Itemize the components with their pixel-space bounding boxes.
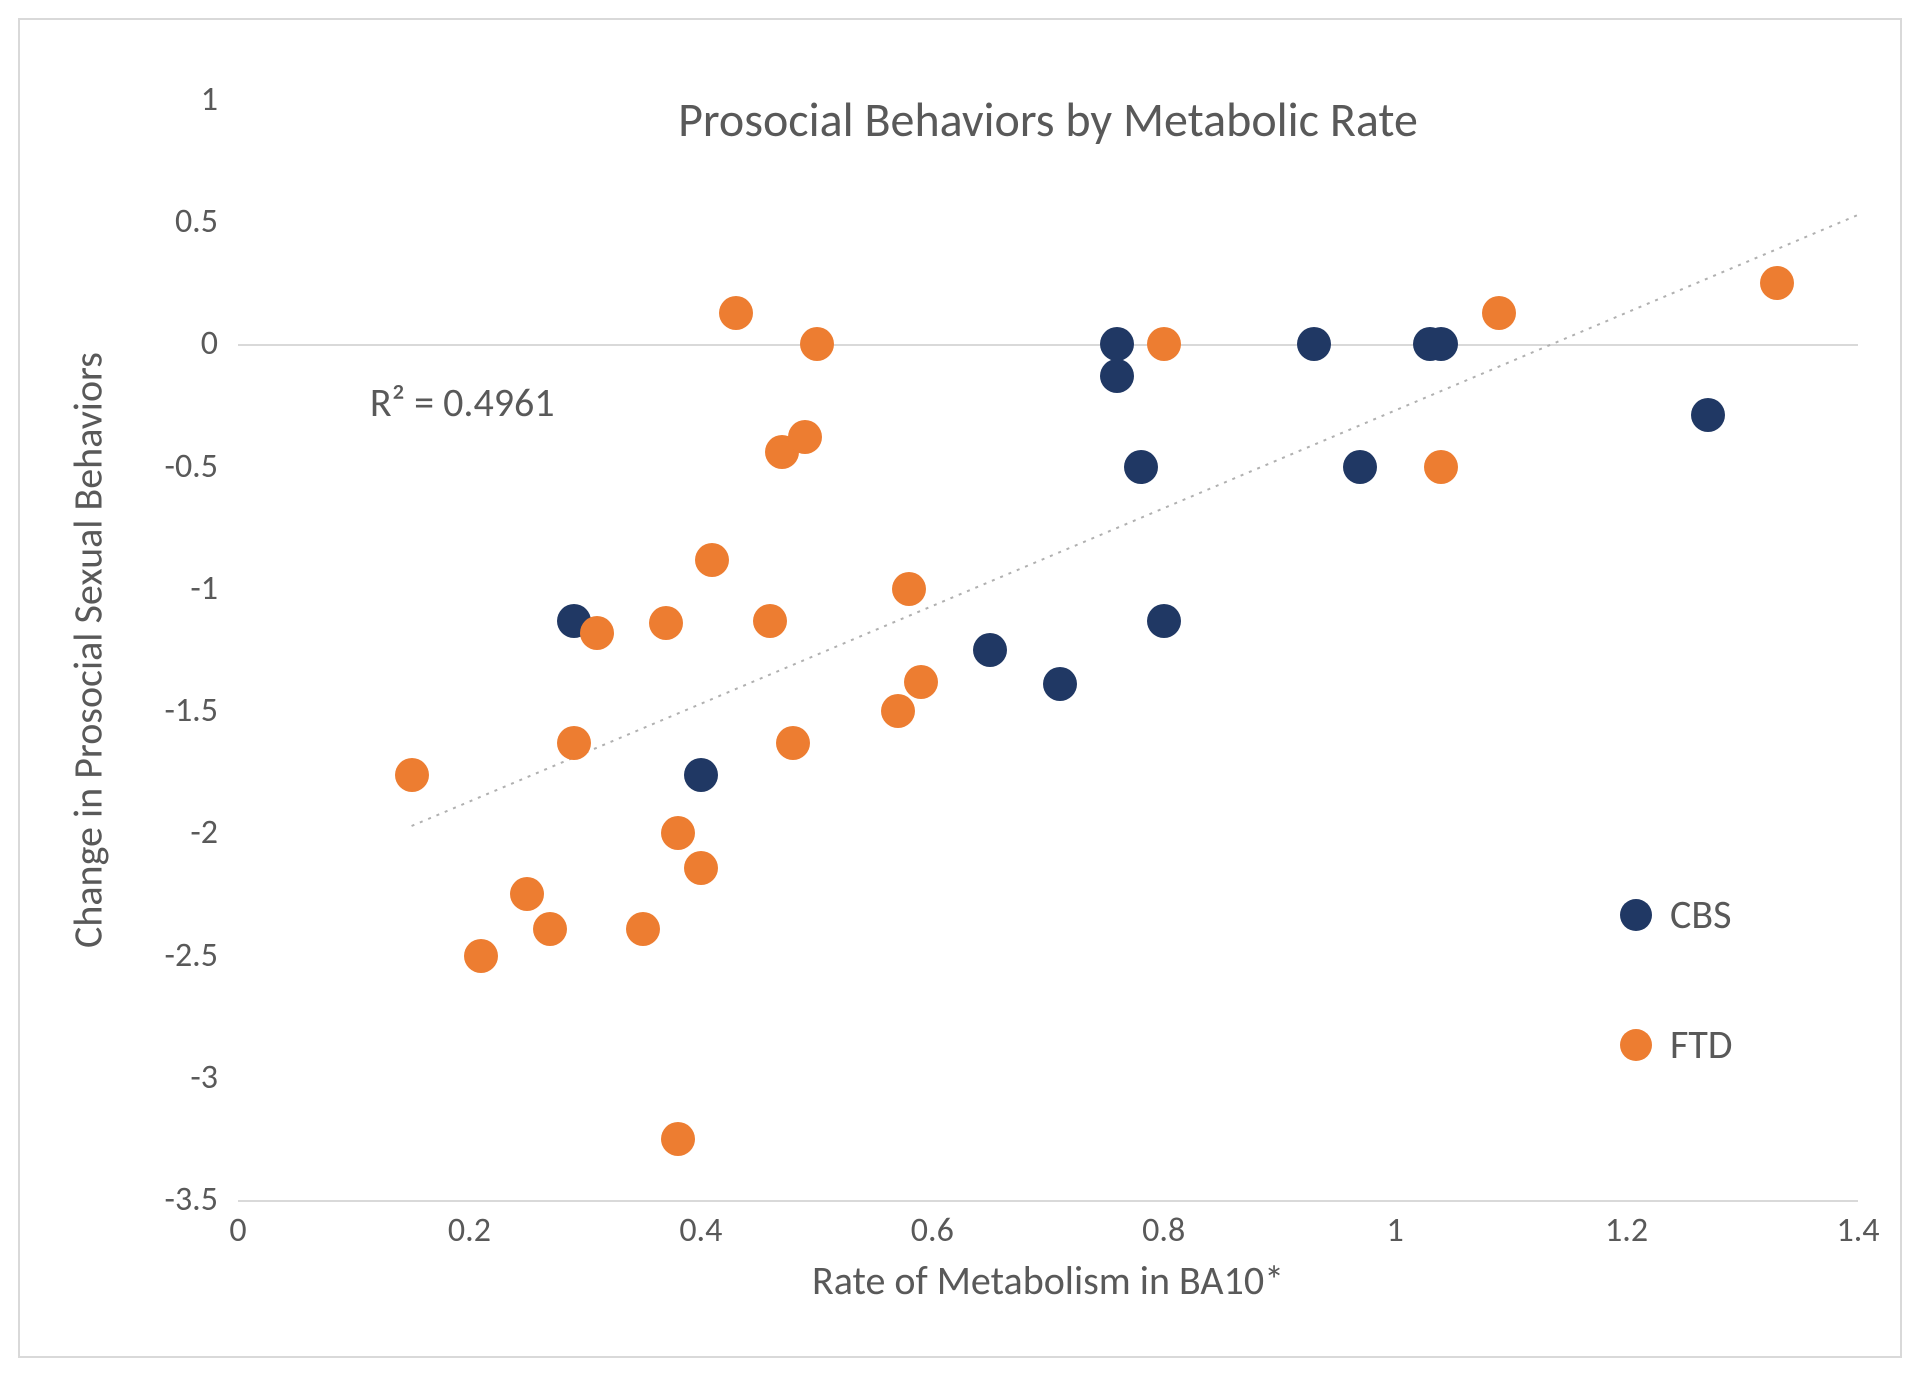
x-tick-label: 0.4	[679, 1210, 722, 1251]
x-tick-label: 1.4	[1836, 1210, 1879, 1251]
data-point	[557, 726, 591, 760]
y-tick-label: -1.5	[165, 690, 218, 731]
data-point	[1482, 296, 1516, 330]
y-tick-label: -2.5	[165, 935, 218, 976]
data-point	[649, 606, 683, 640]
data-point	[1100, 359, 1134, 393]
legend-marker-icon	[1620, 1029, 1652, 1061]
data-point	[973, 633, 1007, 667]
data-point	[464, 939, 498, 973]
x-tick-label: 0.8	[1142, 1210, 1185, 1251]
data-point	[533, 912, 567, 946]
y-tick-label: -2	[190, 812, 218, 853]
y-axis-label: Change in Prosocial Sexual Behaviors	[64, 352, 113, 948]
data-point	[904, 665, 938, 699]
y-tick-label: 0	[201, 323, 218, 364]
y-tick-label: -3	[190, 1057, 218, 1098]
legend-marker-icon	[1620, 899, 1652, 931]
legend-item: FTD	[1620, 1020, 1732, 1069]
data-point	[1297, 327, 1331, 361]
y-tick-label: -1	[190, 568, 218, 609]
data-point	[1100, 327, 1134, 361]
y-tick-label: 1	[201, 79, 218, 120]
data-point	[719, 296, 753, 330]
data-point	[1043, 667, 1077, 701]
data-point	[788, 420, 822, 454]
x-tick-label: 1	[1387, 1210, 1404, 1251]
data-point	[1424, 327, 1458, 361]
x-axis-line	[238, 1200, 1858, 1202]
x-axis-label: Rate of Metabolism in BA10*	[812, 1256, 1284, 1305]
y-tick-label: -3.5	[165, 1179, 218, 1220]
data-point	[395, 758, 429, 792]
data-point	[626, 912, 660, 946]
y-tick-label: 0.5	[175, 201, 218, 242]
data-point	[510, 877, 544, 911]
plot-area	[238, 100, 1858, 1200]
data-point	[776, 726, 810, 760]
x-tick-label: 0.6	[911, 1210, 954, 1251]
legend-item: CBS	[1620, 890, 1731, 939]
data-point	[661, 1122, 695, 1156]
data-point	[753, 604, 787, 638]
data-point	[1760, 266, 1794, 300]
data-point	[892, 572, 926, 606]
data-point	[1124, 450, 1158, 484]
r-squared-annotation: R² = 0.4961	[370, 378, 555, 427]
data-point	[1147, 327, 1181, 361]
x-tick-label: 1.2	[1605, 1210, 1648, 1251]
data-point	[1691, 398, 1725, 432]
chart-frame: Prosocial Behaviors by Metabolic Rate Ra…	[18, 18, 1902, 1358]
data-point	[661, 816, 695, 850]
y-tick-label: -0.5	[165, 446, 218, 487]
data-point	[580, 616, 614, 650]
chart-title: Prosocial Behaviors by Metabolic Rate	[678, 90, 1418, 149]
legend-label: FTD	[1670, 1020, 1732, 1069]
legend-label: CBS	[1670, 890, 1731, 939]
data-point	[1424, 450, 1458, 484]
x-tick-label: 0	[229, 1210, 246, 1251]
data-point	[1147, 604, 1181, 638]
data-point	[684, 851, 718, 885]
data-point	[800, 327, 834, 361]
data-point	[1343, 450, 1377, 484]
data-point	[881, 694, 915, 728]
data-point	[684, 758, 718, 792]
trendline	[238, 100, 1858, 1200]
x-tick-label: 0.2	[448, 1210, 491, 1251]
data-point	[695, 543, 729, 577]
